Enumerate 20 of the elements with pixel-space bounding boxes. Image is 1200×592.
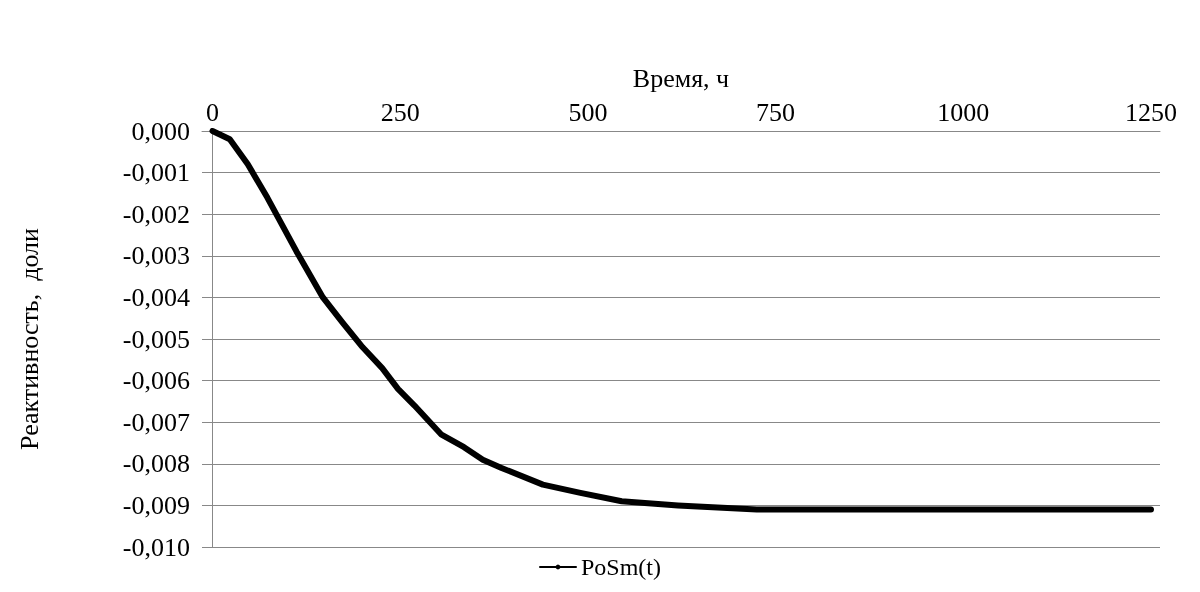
x-tick-label: 1250 (1124, 97, 1177, 127)
y-tick-label: -0,001 (122, 158, 190, 188)
y-tick-label: -0,009 (122, 490, 190, 520)
y-axis-title: Реактивность, доли (14, 227, 44, 450)
legend-label: PoSm(t) (580, 554, 662, 580)
x-tick-label: 250 (380, 97, 420, 127)
y-tick-label: 0,000 (131, 116, 190, 146)
y-tick-label: -0,008 (122, 449, 190, 479)
x-tick-label: 1000 (937, 97, 990, 127)
x-tick-label: 500 (568, 97, 608, 127)
y-tick-label: -0,006 (122, 366, 190, 396)
y-tick-label: -0,004 (122, 282, 190, 312)
x-tick-label: 0 (206, 97, 220, 127)
y-tick-label: -0,005 (122, 324, 190, 354)
x-tick-label: 750 (756, 97, 796, 127)
y-tick-label: -0,002 (122, 199, 190, 229)
y-tick-label: -0,007 (122, 407, 190, 437)
y-tick-label: -0,010 (122, 532, 190, 562)
y-tick-label: -0,003 (122, 241, 190, 271)
x-axis-title: Время, ч (632, 63, 730, 93)
